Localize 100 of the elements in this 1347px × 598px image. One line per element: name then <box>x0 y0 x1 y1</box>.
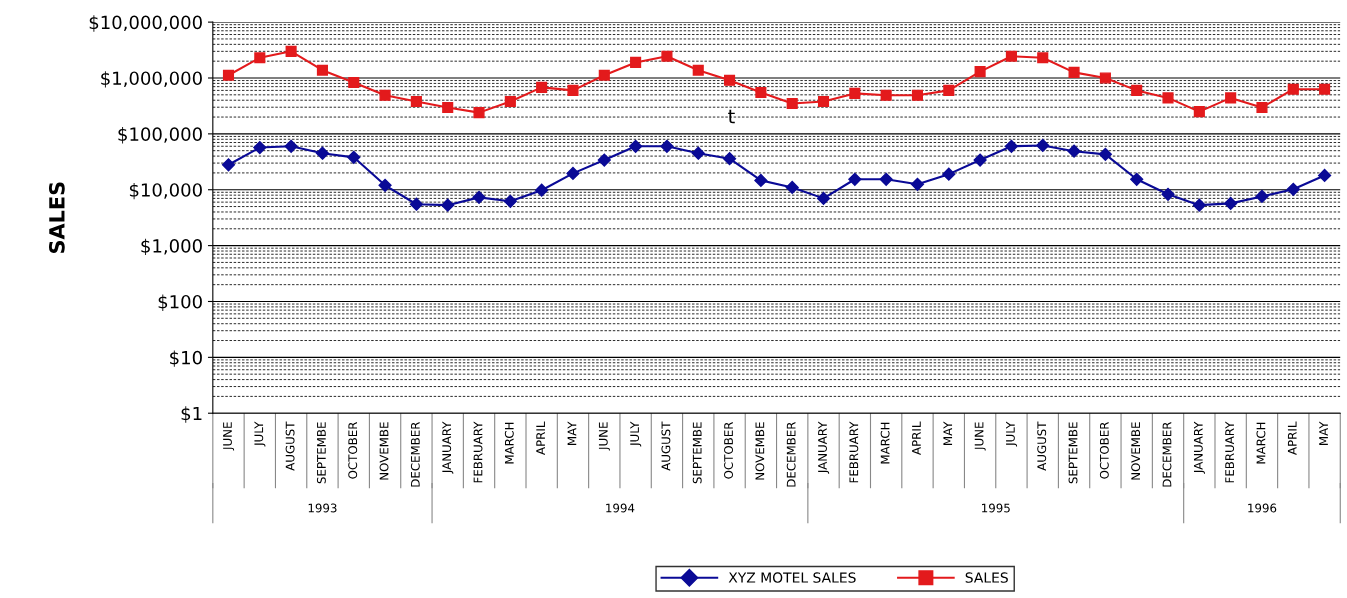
y-tick-label: $10,000,000 <box>89 15 202 32</box>
point <box>1098 147 1112 161</box>
point <box>442 101 454 114</box>
point <box>786 97 798 110</box>
point <box>1255 189 1269 203</box>
point <box>754 173 768 187</box>
point <box>1037 52 1049 64</box>
x-tick-label: DECEMBER <box>410 421 420 487</box>
x-tick-label: APRIL <box>536 421 545 455</box>
point <box>880 89 892 101</box>
text: 1994 <box>606 503 635 513</box>
x-tick-label: APRIL <box>912 421 921 455</box>
point <box>378 178 392 192</box>
x-tick-label: NOVEMBE <box>379 422 389 480</box>
y-tick-label: $10,000 <box>129 182 202 200</box>
x-tick-label: AUGUST <box>285 421 295 471</box>
y-tick-label: $1,000 <box>141 238 202 256</box>
x-tick-label: AUGUST <box>1037 421 1047 471</box>
point <box>316 64 328 76</box>
point <box>222 69 235 81</box>
point <box>661 50 673 62</box>
point <box>441 198 455 212</box>
x-tick-label: MAY <box>943 421 953 445</box>
point <box>848 172 862 186</box>
y-tick-label: $1,000,000 <box>101 71 202 88</box>
legend-label: XYZ MOTEL SALES <box>728 572 856 583</box>
point <box>566 166 580 180</box>
point <box>660 139 674 153</box>
x-tick-label: MARCH <box>880 422 890 464</box>
x-tick-label: DECEMBER <box>786 421 796 487</box>
x-tick-label: DECEMBER <box>1162 421 1172 487</box>
x-tick-label: APRIL <box>1287 421 1297 455</box>
point <box>1319 83 1331 95</box>
point <box>692 64 704 76</box>
point <box>503 194 517 208</box>
point <box>629 139 643 153</box>
point <box>315 146 330 160</box>
x-tick-label: SEPTEMBE <box>692 422 702 484</box>
point <box>535 183 549 197</box>
point <box>285 45 297 57</box>
x-tick-label: MAY <box>567 421 577 445</box>
point <box>1161 187 1175 201</box>
x-tick-label: MAY <box>1319 421 1328 445</box>
point <box>253 140 267 155</box>
x-tick-label: JULY <box>630 421 642 447</box>
point <box>1225 92 1237 104</box>
x-tick-label: FEBRUARY <box>1225 421 1235 483</box>
point <box>409 197 423 211</box>
y-tick-label: $1 <box>181 406 202 423</box>
point <box>722 152 737 166</box>
point <box>598 69 610 81</box>
x-tick-label: MARCH <box>504 422 514 464</box>
x-tick-label: JANUARY <box>1193 421 1205 474</box>
point <box>943 84 955 96</box>
point <box>221 158 236 172</box>
x-tick-label: SEPTEMBE <box>1068 422 1078 484</box>
point <box>1130 172 1144 186</box>
y-tick-label: $100,000 <box>118 127 202 144</box>
point <box>1318 168 1332 183</box>
point <box>567 84 579 96</box>
x-tick-label: JULY <box>254 421 266 447</box>
x-tick-label: JULY <box>1006 421 1018 447</box>
x-tick-label: AUGUST <box>661 421 671 471</box>
point <box>724 74 736 86</box>
legend-label: SALES <box>965 572 1008 583</box>
point <box>755 86 767 99</box>
y-axis-title: SALES <box>49 182 65 253</box>
point <box>1192 198 1206 212</box>
point <box>630 56 642 68</box>
point <box>785 180 799 195</box>
point <box>1193 106 1205 118</box>
point <box>379 89 391 101</box>
point <box>1067 144 1081 158</box>
point <box>536 81 548 93</box>
text: 1996 <box>1248 503 1277 513</box>
annotation: t <box>728 109 735 124</box>
point <box>910 177 925 191</box>
point <box>973 153 987 167</box>
point <box>974 66 986 78</box>
x-tick-label: NOVEMBE <box>1131 422 1141 480</box>
point <box>1005 50 1017 62</box>
point <box>879 172 893 186</box>
point <box>504 95 516 108</box>
point <box>1287 83 1299 95</box>
point <box>597 153 611 167</box>
point <box>1162 92 1174 104</box>
x-tick-label: NOVEMBE <box>755 422 765 480</box>
point <box>348 76 360 89</box>
point <box>254 52 266 64</box>
x-tick-label: JUNE <box>974 422 986 451</box>
x-tick-label: FEBRUARY <box>849 421 859 483</box>
x-tick-label: JUNE <box>598 422 610 451</box>
x-tick-label: OCTOBER <box>1099 421 1109 479</box>
y-tick-label: $10 <box>170 350 202 367</box>
point <box>942 167 956 181</box>
point <box>1224 196 1238 210</box>
point <box>1099 72 1111 84</box>
x-tick-label: JANUARY <box>818 421 830 474</box>
point <box>1256 101 1268 114</box>
x-tick-label: SEPTEMBE <box>316 422 326 484</box>
